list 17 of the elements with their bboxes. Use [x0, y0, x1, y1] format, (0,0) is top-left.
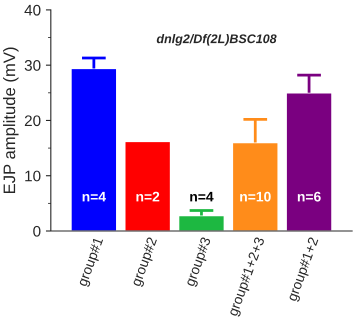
annotation: n=6	[298, 192, 321, 202]
x-tick-label: group#3	[184, 236, 214, 288]
annotation: n=2	[136, 192, 160, 202]
y-tick-label: 30	[24, 60, 40, 71]
bar	[178, 214, 226, 231]
bar	[124, 140, 172, 231]
y-tick-label: 0	[33, 226, 40, 237]
y-tick-label: 10	[25, 170, 40, 182]
x-tick-label: group#2	[130, 236, 160, 288]
x-tick-label: group#1	[77, 236, 106, 288]
y-tick-label: 40	[24, 4, 40, 16]
y-axis-title: EJP amplitude (mV)	[3, 48, 19, 194]
annotation: n=4	[190, 192, 214, 202]
y-tick-label: 20	[24, 115, 40, 126]
annotation: n=10	[240, 192, 271, 202]
annotation: n=4	[82, 192, 106, 202]
text: dnlg2/Df(2L)BSC108	[156, 34, 277, 46]
